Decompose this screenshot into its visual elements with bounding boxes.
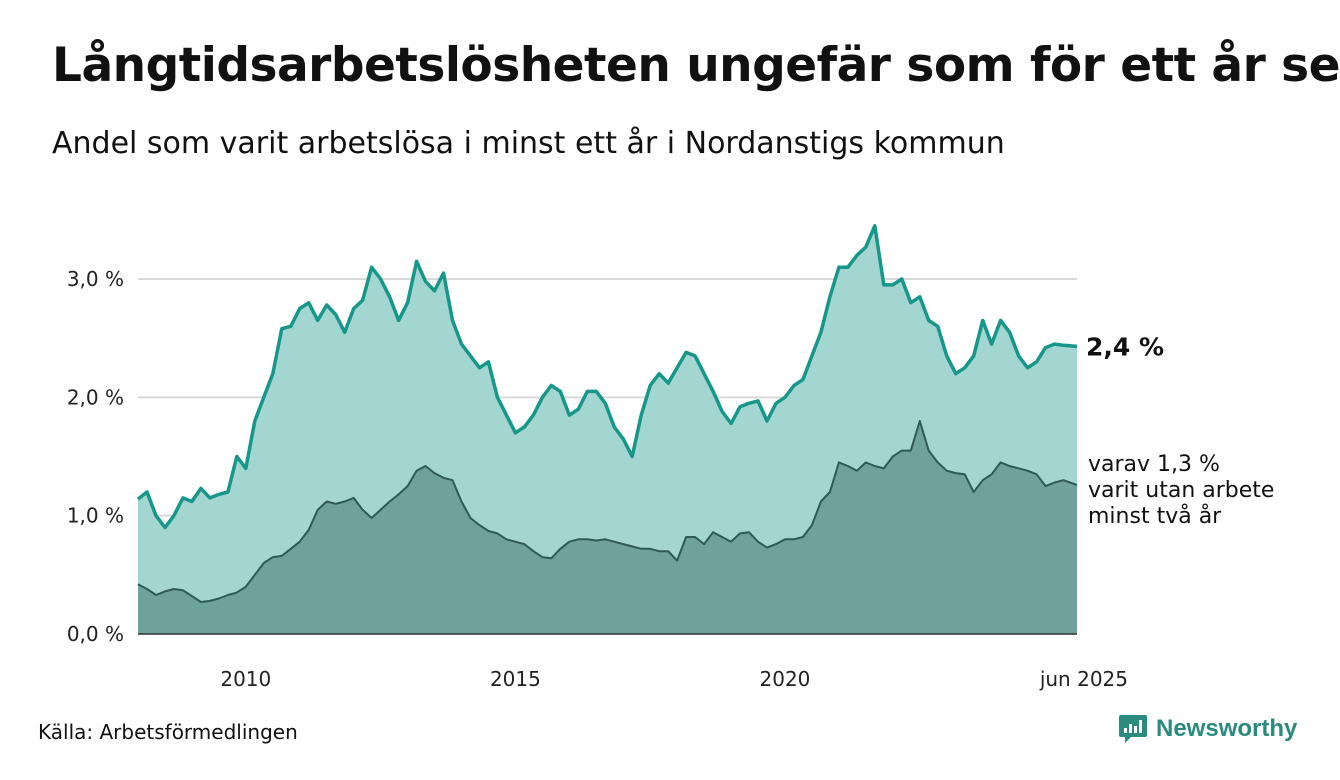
series-line-total [136, 224, 1078, 530]
newsworthy-logo-icon [1119, 715, 1147, 743]
end-value-label-two-years: varav 1,3 % [1088, 452, 1220, 477]
brand-name: Newsworthy [1156, 715, 1298, 742]
series-area-two-years [138, 421, 1077, 634]
end-value-label-two-years: varit utan arbete [1088, 478, 1274, 503]
x-tick-label: 2020 [760, 667, 811, 691]
series-line-two-years [137, 420, 1078, 603]
y-tick-label: 0,0 % [67, 622, 124, 646]
chart-subtitle: Andel som varit arbetslösa i minst ett å… [52, 126, 1005, 161]
x-tick-label: 2010 [220, 667, 271, 691]
end-value-label-two-years: minst två år [1088, 503, 1222, 529]
source-label: Källa: Arbetsförmedlingen [38, 720, 298, 744]
brand-logo[interactable]: Newsworthy [1118, 713, 1297, 745]
x-tick-label: 2015 [490, 667, 541, 691]
x-tick-label: jun 2025 [1039, 667, 1128, 691]
end-value-label-total: 2,4 % [1086, 332, 1164, 361]
chart-title: Långtidsarbetslösheten ungefär som för e… [52, 38, 1340, 93]
y-tick-label: 3,0 % [67, 267, 124, 291]
y-tick-label: 1,0 % [67, 504, 124, 528]
y-tick-label: 2,0 % [67, 385, 124, 409]
